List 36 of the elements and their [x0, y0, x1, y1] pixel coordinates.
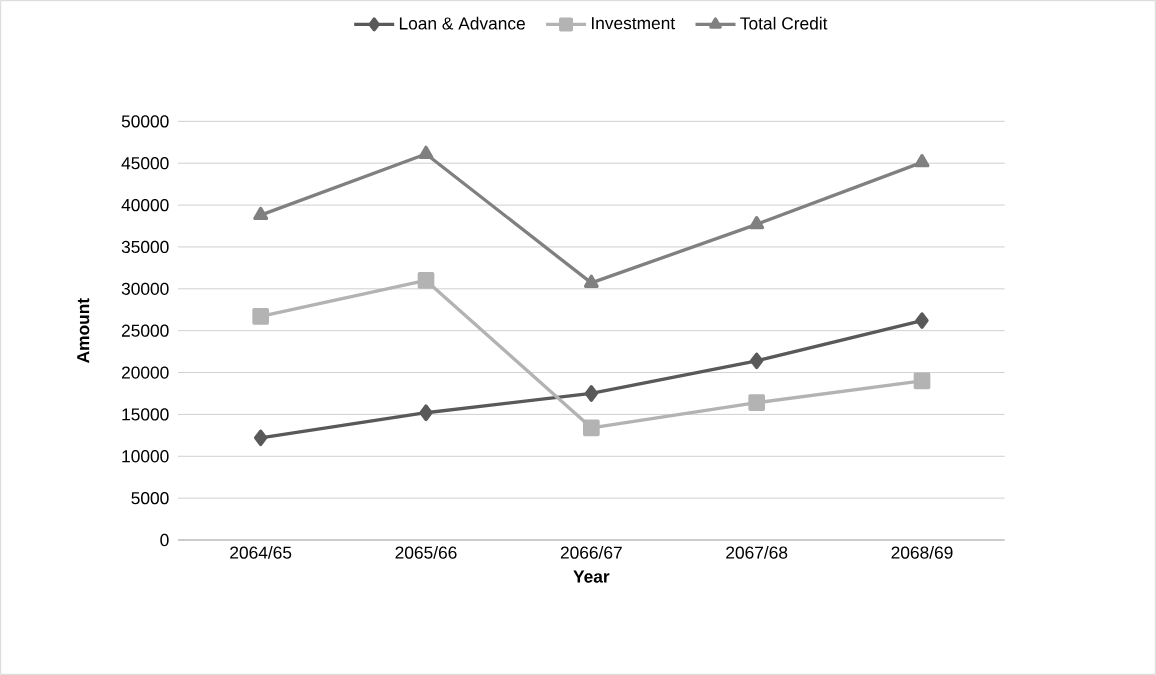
y-tick-label: 35000: [121, 240, 169, 254]
point: [583, 419, 600, 437]
y-tick-label: 40000: [121, 198, 169, 212]
point: [253, 206, 269, 221]
point: [914, 154, 930, 168]
point: [418, 145, 434, 159]
legend-label: Loan & Advance: [399, 16, 525, 30]
point: [417, 272, 435, 289]
y-tick-label: 20000: [121, 366, 169, 379]
point: [252, 308, 270, 325]
x-tick-label: 2064/65: [230, 546, 292, 559]
x-tick-label: 2066/67: [560, 546, 622, 559]
point: [915, 312, 929, 329]
point: [748, 394, 766, 412]
y-tick-label: 15000: [122, 408, 169, 421]
y-axis-title: Amount: [77, 298, 90, 363]
x-tick-label: 2067/68: [726, 546, 788, 559]
y-tick-label: 25000: [121, 324, 169, 337]
x-tick-label: 2065/66: [395, 546, 457, 559]
y-tick-label: 0: [160, 533, 169, 547]
y-tick-label: 10000: [122, 450, 169, 463]
y-tick-label: 45000: [121, 157, 169, 170]
y-tick-label: 5000: [131, 491, 169, 505]
point: [583, 274, 599, 288]
y-tick-label: 50000: [121, 115, 169, 128]
y-tick-label: 30000: [121, 282, 169, 295]
point: [913, 372, 931, 390]
point: [254, 429, 268, 447]
point: [750, 352, 764, 370]
legend-label: Total Credit: [740, 16, 828, 30]
legend-label: Investment: [591, 17, 676, 30]
point: [419, 404, 433, 422]
point: [749, 215, 765, 230]
x-tick-label: 2068/69: [891, 546, 953, 559]
point: [584, 385, 599, 402]
x-axis-title: Year: [573, 570, 610, 583]
